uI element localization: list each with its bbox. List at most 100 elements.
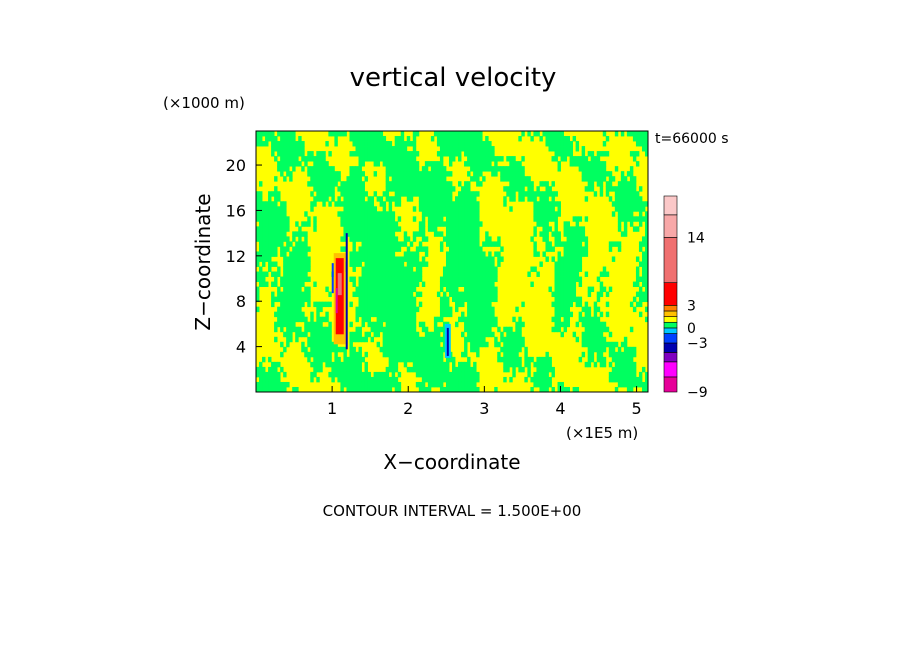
field-cell xyxy=(355,261,359,267)
field-cell xyxy=(397,216,402,222)
field-cell xyxy=(316,171,320,177)
field-cell xyxy=(554,276,558,282)
field-cell xyxy=(644,141,649,147)
field-cell xyxy=(599,176,604,182)
field-cell xyxy=(452,246,456,252)
field-cell xyxy=(452,386,456,393)
field-cell xyxy=(355,191,359,197)
field-cell xyxy=(448,311,453,318)
field-cell xyxy=(412,326,417,333)
field-cell xyxy=(268,231,272,237)
field-cell xyxy=(340,131,344,137)
field-cell xyxy=(418,266,423,272)
field-cell xyxy=(476,371,480,378)
field-cell xyxy=(280,366,284,373)
field-cell xyxy=(388,216,393,222)
field-cell xyxy=(476,161,480,167)
field-cell xyxy=(644,306,649,313)
field-cell xyxy=(316,306,320,313)
field-cell xyxy=(391,286,396,293)
field-cell xyxy=(349,176,353,182)
field-cell xyxy=(614,196,619,202)
field-cell xyxy=(343,196,347,202)
field-cell xyxy=(331,176,335,182)
field-cell xyxy=(388,236,393,242)
field-cell xyxy=(470,146,474,152)
field-cell xyxy=(518,316,522,323)
field-cell xyxy=(479,146,483,152)
field-cell xyxy=(427,341,432,348)
field-cell xyxy=(406,256,411,262)
field-cell xyxy=(430,216,435,222)
field-cell xyxy=(280,316,284,323)
field-cell xyxy=(560,256,564,262)
field-cell xyxy=(271,241,275,247)
field-cell xyxy=(367,371,371,378)
field-cell xyxy=(343,221,347,227)
field-cell xyxy=(394,361,399,368)
field-cell xyxy=(328,176,332,182)
field-cell xyxy=(500,256,504,262)
field-cell xyxy=(473,196,477,202)
field-cell xyxy=(358,211,362,217)
field-cell xyxy=(334,351,338,358)
field-cell xyxy=(331,366,335,373)
field-cell xyxy=(491,286,495,293)
field-cell xyxy=(358,171,362,177)
field-cell xyxy=(379,291,384,298)
field-cell xyxy=(358,251,362,257)
field-cell xyxy=(524,191,528,197)
field-cell xyxy=(458,181,462,187)
field-cell xyxy=(373,381,378,388)
field-cell xyxy=(518,176,522,182)
field-cell xyxy=(274,201,278,207)
field-cell xyxy=(379,311,384,318)
field-cell xyxy=(364,376,368,383)
field-cell xyxy=(575,226,580,232)
field-cell xyxy=(268,226,272,232)
field-cell xyxy=(280,296,284,303)
field-cell xyxy=(415,356,420,363)
field-cell xyxy=(455,141,459,147)
field-cell xyxy=(557,321,561,328)
field-cell xyxy=(452,241,456,247)
field-cell xyxy=(488,146,492,152)
field-cell xyxy=(476,296,480,303)
field-cell xyxy=(530,281,534,287)
field-cell xyxy=(638,206,643,212)
field-cell xyxy=(373,286,378,293)
field-cell xyxy=(397,226,402,232)
field-cell xyxy=(385,186,390,192)
field-cell xyxy=(394,281,399,287)
field-cell xyxy=(641,241,646,247)
field-cell xyxy=(584,321,589,328)
field-cell xyxy=(623,351,628,358)
field-cell xyxy=(455,206,459,212)
colorbar-bin-8 xyxy=(663,310,678,317)
field-cell xyxy=(623,226,628,232)
field-cell xyxy=(602,271,607,277)
field-cell xyxy=(403,256,408,262)
field-cell xyxy=(464,226,468,232)
field-cell xyxy=(355,351,359,358)
field-cell xyxy=(539,376,543,383)
field-cell xyxy=(515,351,519,358)
field-cell xyxy=(488,311,492,318)
field-cell xyxy=(427,386,432,393)
field-cell xyxy=(485,331,489,338)
field-cell xyxy=(545,186,549,192)
field-cell xyxy=(262,371,266,378)
field-cell xyxy=(569,151,574,157)
field-cell xyxy=(485,146,489,152)
field-cell xyxy=(265,131,269,137)
field-cell xyxy=(485,166,489,172)
field-cell xyxy=(367,146,371,152)
field-cell xyxy=(542,236,546,242)
field-cell xyxy=(337,361,341,368)
field-cell xyxy=(286,296,290,303)
field-cell xyxy=(361,271,365,277)
field-cell xyxy=(482,291,486,298)
field-cell xyxy=(286,166,290,172)
field-cell xyxy=(334,171,338,177)
